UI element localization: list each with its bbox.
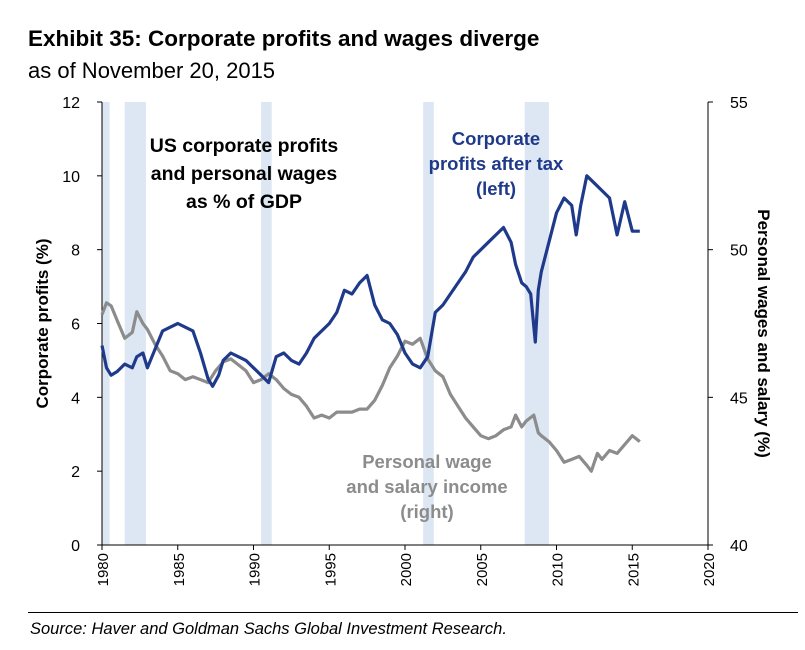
y-left-tick-label: 8 [71, 243, 80, 260]
chart-subtitle: as of November 20, 2015 [28, 58, 276, 83]
y-right-tick-label: 55 [730, 95, 748, 112]
profits-series-label: profits after tax [429, 153, 564, 174]
x-tick-label: 2000 [398, 553, 415, 586]
wages-series-label: (right) [400, 501, 453, 522]
chart-series [100, 174, 641, 473]
chart-canvas: 1980 1985 1990 1995 2000 2005 2010 2015 2020 0 2 4 6… [33, 95, 773, 586]
x-tick-label: 1990 [247, 553, 264, 586]
x-tick-label: 1985 [171, 553, 188, 586]
x-tick-label: 2005 [474, 553, 491, 586]
recession-band [423, 102, 434, 545]
chart-annotation-line: and personal wages [151, 163, 338, 185]
chart-annotation-line: as % of GDP [186, 191, 302, 213]
wages-series-line [100, 301, 641, 473]
y-right-axis-title: Personal wages and salary (%) [754, 209, 773, 458]
chart-labels: Corporate profits (%) Personal wages and … [33, 128, 773, 522]
x-tick-label: 2020 [701, 553, 718, 586]
profits-series-label: Corporate [452, 128, 540, 149]
y-right-tick-label: 45 [730, 390, 748, 407]
chart-title: Exhibit 35: Corporate profits and wages … [28, 26, 540, 51]
profits-series-line [100, 174, 640, 388]
x-tick-label: 1980 [95, 553, 112, 586]
x-tick-label: 2015 [625, 553, 642, 586]
y-left-tick-label: 12 [62, 95, 80, 112]
profits-series-label: (left) [476, 178, 516, 199]
y-left-tick-label: 6 [71, 317, 80, 334]
recession-band [261, 102, 272, 545]
x-tick-label: 2010 [550, 553, 567, 586]
chart-annotation-line: US corporate profits [150, 135, 339, 157]
y-left-tick-label: 0 [71, 538, 80, 555]
y-left-tick-label: 4 [71, 390, 80, 407]
y-left-axis-title: Corporate profits (%) [33, 239, 52, 409]
wages-series-label: Personal wage [362, 451, 492, 472]
wages-series-label: and salary income [346, 476, 507, 497]
footer-divider [28, 612, 798, 613]
x-tick-label: 1995 [322, 553, 339, 586]
recession-band [102, 102, 110, 545]
source-note: Source: Haver and Goldman Sachs Global I… [30, 620, 507, 638]
y-right-tick-label: 40 [730, 538, 748, 555]
chart-ticks: 1980 1985 1990 1995 2000 2005 2010 2015 2020 0 2 4 6… [62, 95, 748, 586]
y-left-tick-label: 10 [62, 169, 80, 186]
y-left-tick-label: 2 [71, 464, 80, 481]
y-right-tick-label: 50 [730, 243, 748, 260]
